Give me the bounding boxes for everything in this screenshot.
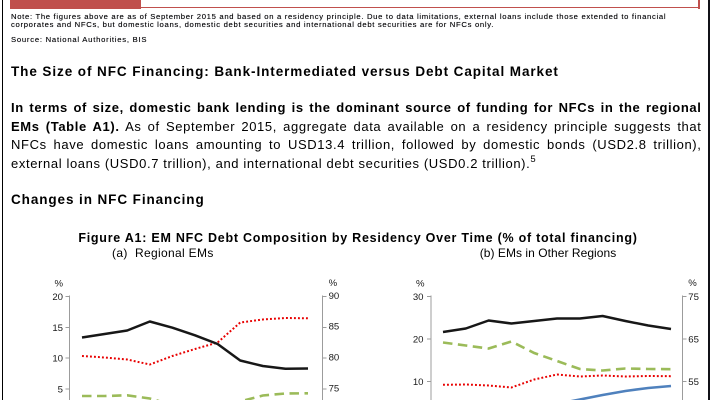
svg-text:75: 75 bbox=[329, 383, 340, 394]
svg-text:20: 20 bbox=[52, 292, 63, 303]
svg-text:85: 85 bbox=[329, 322, 340, 333]
svg-text:15: 15 bbox=[52, 323, 63, 334]
svg-text:20: 20 bbox=[413, 335, 424, 346]
svg-text:5: 5 bbox=[58, 384, 63, 395]
svg-text:%: % bbox=[688, 278, 697, 289]
svg-text:90: 90 bbox=[329, 291, 340, 302]
svg-text:80: 80 bbox=[329, 353, 340, 364]
svg-text:%: % bbox=[416, 279, 425, 290]
svg-text:%: % bbox=[54, 279, 63, 290]
svg-text:65: 65 bbox=[688, 335, 699, 346]
svg-text:55: 55 bbox=[688, 377, 699, 388]
svg-text:%: % bbox=[329, 278, 338, 289]
svg-text:30: 30 bbox=[413, 292, 424, 303]
svg-text:10: 10 bbox=[413, 377, 424, 388]
svg-text:75: 75 bbox=[688, 292, 699, 303]
svg-text:10: 10 bbox=[52, 354, 63, 365]
